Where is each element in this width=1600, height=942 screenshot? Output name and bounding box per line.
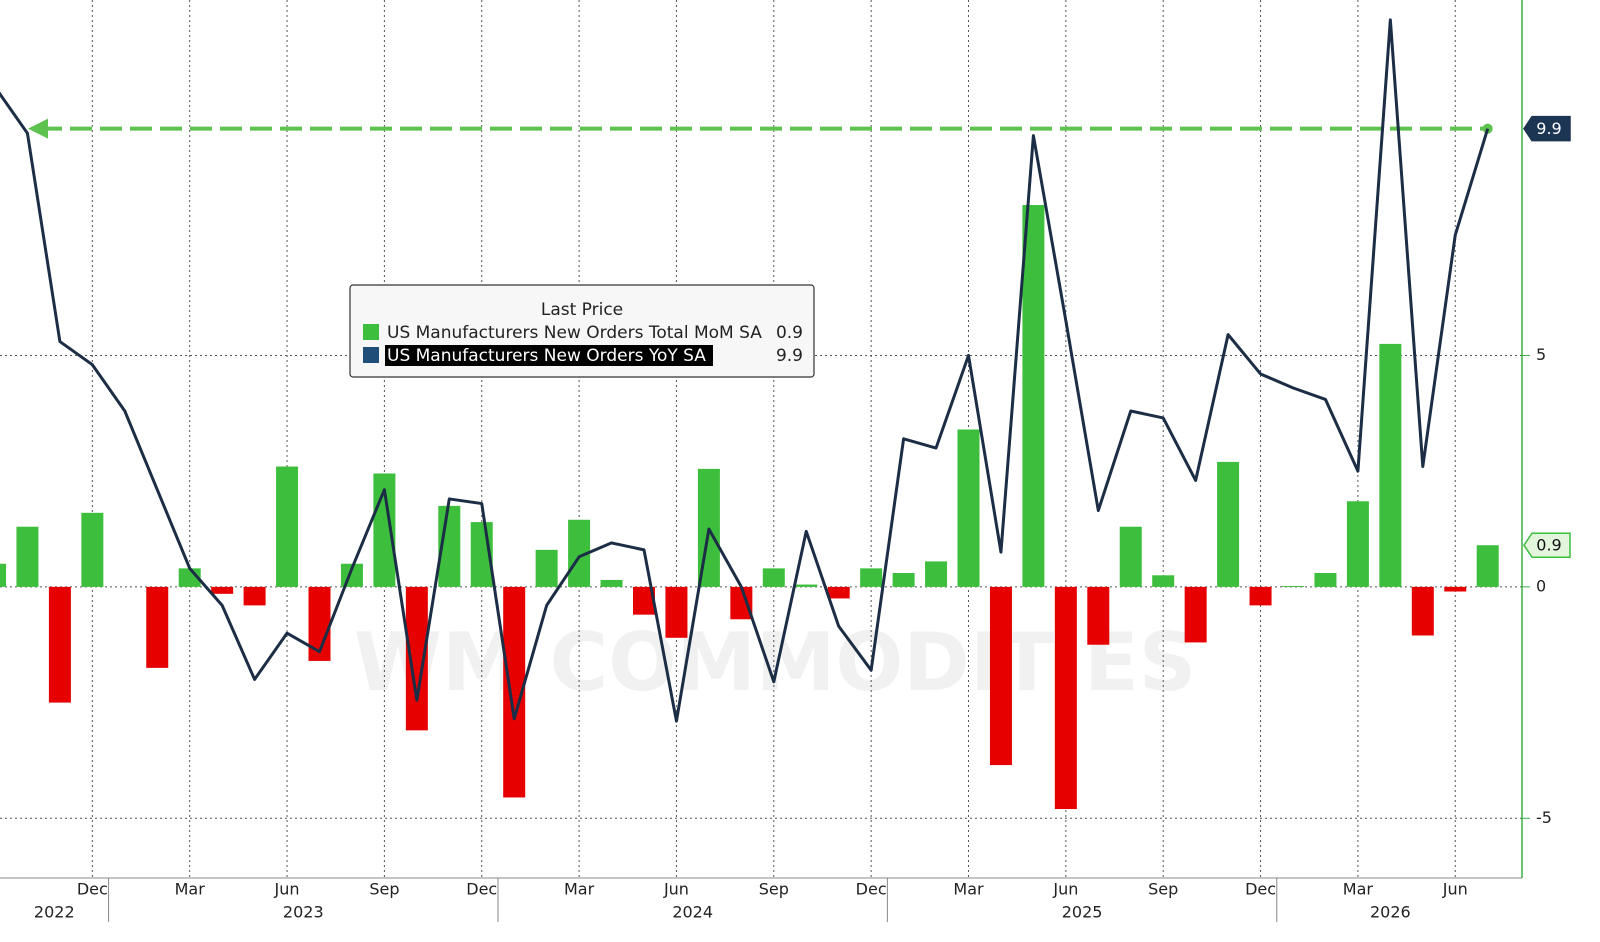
reference-arrow	[28, 118, 48, 139]
legend-label: US Manufacturers New Orders Total MoM SA	[387, 323, 762, 343]
legend-title: Last Price	[541, 300, 623, 320]
x-tick-label: Dec	[77, 880, 108, 899]
x-tick-label: Jun	[1052, 880, 1078, 899]
bar	[600, 579, 623, 587]
bar	[892, 572, 915, 587]
bar	[957, 429, 980, 587]
bar	[925, 561, 948, 587]
bar	[860, 568, 883, 587]
bar	[1087, 586, 1110, 645]
year-label: 2025	[1062, 903, 1103, 922]
line	[0, 18, 1490, 723]
bar	[211, 586, 234, 594]
bar	[1444, 586, 1467, 592]
year-label: 2024	[672, 903, 713, 922]
x-tick-label: Dec	[1245, 880, 1276, 899]
value-badge-label: 9.9	[1536, 119, 1561, 138]
bar	[1054, 586, 1077, 810]
bar	[827, 586, 850, 599]
legend-value: 0.9	[776, 323, 803, 343]
legend: Last Price US Manufacturers New Orders T…	[349, 284, 815, 378]
bar	[16, 526, 39, 587]
bar	[1346, 501, 1369, 587]
value-badge	[1523, 115, 1571, 142]
bar	[81, 512, 104, 587]
x-tick-label: Jun	[1442, 880, 1468, 899]
x-tick-label: Dec	[466, 880, 497, 899]
bar	[0, 563, 6, 587]
bar	[1411, 586, 1434, 636]
x-tick-label: Sep	[1148, 880, 1178, 899]
grid	[0, 0, 1522, 878]
plot-area	[0, 18, 1499, 810]
bar	[243, 586, 266, 606]
x-tick-label: Mar	[1343, 880, 1374, 899]
bar	[1022, 205, 1045, 587]
bar	[1217, 461, 1240, 587]
legend-value: 9.9	[776, 346, 803, 366]
bar	[795, 584, 818, 587]
bar	[1152, 575, 1175, 587]
bar	[665, 586, 688, 638]
y-tick-label: 0	[1536, 576, 1546, 595]
bar	[568, 519, 591, 587]
bar	[535, 549, 558, 587]
bar	[1379, 343, 1402, 587]
legend-highlight	[385, 345, 713, 366]
x-tick-label: Jun	[663, 880, 689, 899]
legend-swatch	[363, 347, 379, 363]
bar	[405, 586, 428, 731]
x-tick-label: Mar	[953, 880, 984, 899]
legend-label: US Manufacturers New Orders YoY SA	[387, 346, 706, 366]
x-tick-label: Dec	[856, 880, 887, 899]
bar	[633, 586, 655, 615]
bar	[146, 586, 169, 668]
x-tick-label: Sep	[759, 880, 789, 899]
bar	[48, 586, 71, 703]
legend-swatch	[363, 324, 379, 340]
bar	[308, 586, 331, 661]
bar	[989, 586, 1012, 766]
bar	[1282, 585, 1304, 587]
bar	[1184, 586, 1207, 643]
x-tick-label: Sep	[369, 880, 399, 899]
bar	[1119, 526, 1142, 587]
year-label: 2023	[283, 903, 324, 922]
year-label: 2022	[34, 903, 75, 922]
y-tick-label: 5	[1536, 345, 1546, 364]
x-tick-label: Mar	[175, 880, 206, 899]
bar	[276, 466, 299, 587]
bar	[1476, 545, 1499, 587]
x-tick-label: Jun	[274, 880, 300, 899]
bar	[1249, 586, 1272, 606]
x-tick-label: Mar	[564, 880, 595, 899]
y-tick-label: -5	[1536, 808, 1552, 827]
year-label: 2026	[1370, 903, 1411, 922]
bar	[503, 586, 526, 798]
bar	[1314, 572, 1337, 587]
bar	[762, 568, 785, 587]
bar	[730, 586, 753, 620]
value-badge-label: 0.9	[1536, 536, 1561, 555]
axes: -5 0 5 Dec Mar Jun Sep Dec Mar Jun Sep Dec Mar Jun Sep…	[34, 115, 1571, 922]
value-badge	[1523, 532, 1571, 558]
